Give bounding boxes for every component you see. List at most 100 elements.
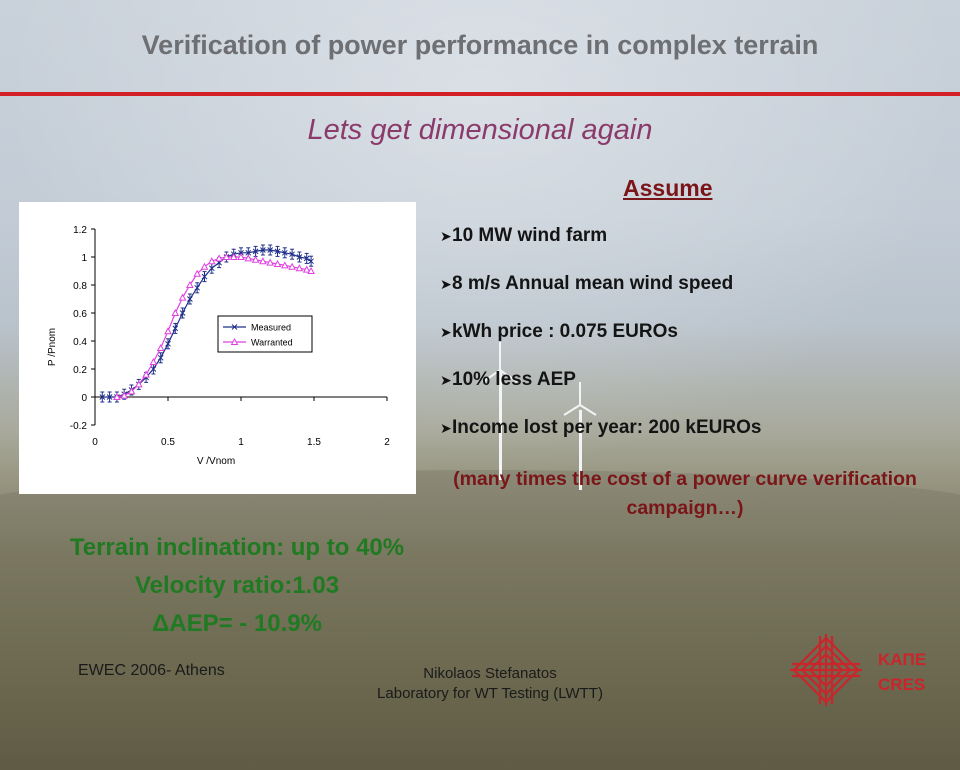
data-point — [307, 266, 315, 274]
arrow-bullet-icon: ➤ — [440, 276, 452, 292]
footer-author-name: Nikolaos Stefanatos — [423, 665, 557, 682]
list-item: ➤8 m/s Annual mean wind speed — [440, 273, 761, 321]
x-tick-label: 1.5 — [307, 437, 321, 448]
data-point — [251, 255, 260, 263]
data-point — [156, 343, 165, 351]
data-point — [296, 254, 303, 260]
velocity-ratio-text: Velocity ratio:1.03 — [134, 572, 340, 599]
data-point — [157, 354, 164, 361]
data-point — [274, 248, 281, 255]
cres-logo-icon — [790, 634, 862, 706]
y-tick-label: 0.4 — [73, 337, 87, 348]
legend-marker — [230, 337, 239, 345]
data-point — [150, 366, 157, 372]
footer-author-lab: Laboratory for WT Testing (LWTT) — [377, 685, 603, 702]
list-item-text: kWh price : 0.075 EUROs — [452, 321, 678, 342]
y-tick-label: 0.8 — [73, 281, 87, 292]
arrow-bullet-icon: ➤ — [440, 324, 452, 340]
arrow-bullet-icon: ➤ — [440, 372, 452, 388]
series-line-warranted — [116, 256, 312, 398]
data-point — [172, 325, 179, 332]
data-point — [171, 308, 180, 316]
cost-note: (many times the cost of a power curve ve… — [453, 468, 917, 519]
data-point — [208, 265, 215, 272]
data-point — [106, 394, 113, 400]
data-point — [178, 293, 187, 301]
data-point — [238, 249, 244, 256]
data-point — [179, 310, 186, 316]
data-point — [207, 257, 216, 265]
footer-author: Nikolaos Stefanatos Laboratory for WT Te… — [330, 664, 650, 704]
wind-turbine-background — [560, 380, 600, 490]
data-point — [289, 251, 295, 258]
data-point — [308, 258, 314, 265]
data-point — [244, 254, 253, 262]
data-point — [303, 255, 310, 262]
data-point — [149, 357, 158, 365]
logo-text-latin: CRES — [878, 675, 926, 694]
list-item-text: 10% less AEP — [452, 369, 576, 390]
list-item: ➤Income lost per year: 200 kEUROs — [440, 417, 761, 465]
list-item: ➤10% less AEP — [440, 369, 761, 417]
data-point — [222, 252, 231, 260]
data-point — [134, 380, 143, 388]
arrow-bullet-icon: ➤ — [440, 228, 452, 244]
data-point — [267, 247, 274, 253]
assumption-list: ➤10 MW wind farm ➤8 m/s Annual mean wind… — [440, 225, 761, 465]
data-point — [164, 327, 172, 335]
legend-label: Measured — [251, 323, 291, 333]
x-tick-label: 0.5 — [161, 437, 175, 448]
terrain-inclination-text: Terrain inclination: up to 40% — [69, 534, 405, 561]
delta-aep-text: ΔAEP= - 10.9% — [152, 610, 322, 637]
list-item: ➤kWh price : 0.075 EUROs — [440, 321, 761, 369]
data-point — [193, 269, 202, 277]
x-tick-label: 2 — [384, 437, 390, 448]
legend-box — [217, 315, 313, 353]
list-item-text: 10 MW wind farm — [452, 225, 608, 246]
logo-text-greek: ΚΑΠΕ — [878, 650, 927, 669]
data-point — [237, 252, 245, 260]
title-divider — [0, 92, 960, 96]
arrow-bullet-icon: ➤ — [440, 420, 452, 436]
data-point — [142, 370, 150, 378]
x-tick-label: 1 — [238, 437, 244, 448]
data-point — [260, 247, 266, 253]
data-point — [165, 340, 171, 347]
data-point — [252, 248, 259, 255]
y-tick-label: 1 — [81, 253, 87, 264]
data-point — [302, 265, 311, 273]
slide-subtitle: Lets get dimensional again — [307, 114, 653, 146]
chart-svg: -0.2 0 0.2 0.4 0.6 0.8 1 1.2 0 0.5 1 1.5 2 V /Vnom P /… — [47, 225, 390, 467]
data-point — [201, 273, 208, 280]
data-point — [194, 284, 201, 291]
data-point — [113, 392, 121, 400]
data-point — [99, 394, 106, 400]
slide-title: Verification of power performance in com… — [141, 30, 819, 60]
list-item-text: Income lost per year: 200 kEUROs — [452, 417, 762, 438]
y-tick-label: 0.2 — [73, 365, 87, 376]
y-tick-label: 1.2 — [73, 225, 87, 236]
data-point — [120, 391, 129, 399]
power-curve-chart: -0.2 0 0.2 0.4 0.6 0.8 1 1.2 0 0.5 1 1.5 2 V /Vnom P /… — [19, 202, 416, 494]
data-point — [229, 252, 238, 260]
data-point — [266, 258, 275, 266]
terrain-summary: Terrain inclination: up to 40% Velocity … — [0, 529, 474, 643]
data-point — [215, 254, 223, 262]
data-point — [245, 249, 252, 256]
legend-label: Warranted — [251, 338, 293, 348]
list-item-text: 8 m/s Annual mean wind speed — [452, 273, 734, 294]
data-point — [280, 261, 289, 269]
data-point — [295, 264, 304, 272]
data-point — [186, 280, 194, 288]
wind-turbine-background — [480, 330, 520, 480]
y-tick-label: -0.2 — [70, 421, 88, 432]
logo-text: ΚΑΠΕ CRES — [878, 647, 926, 697]
data-point — [288, 262, 296, 270]
x-tick-label: 0 — [92, 437, 98, 448]
data-point — [281, 249, 288, 256]
y-tick-label: 0.6 — [73, 309, 87, 320]
y-tick-label: 0 — [81, 393, 87, 404]
list-item: ➤10 MW wind farm — [440, 225, 761, 273]
data-point — [127, 387, 136, 395]
footer-event: EWEC 2006- Athens — [78, 662, 225, 679]
